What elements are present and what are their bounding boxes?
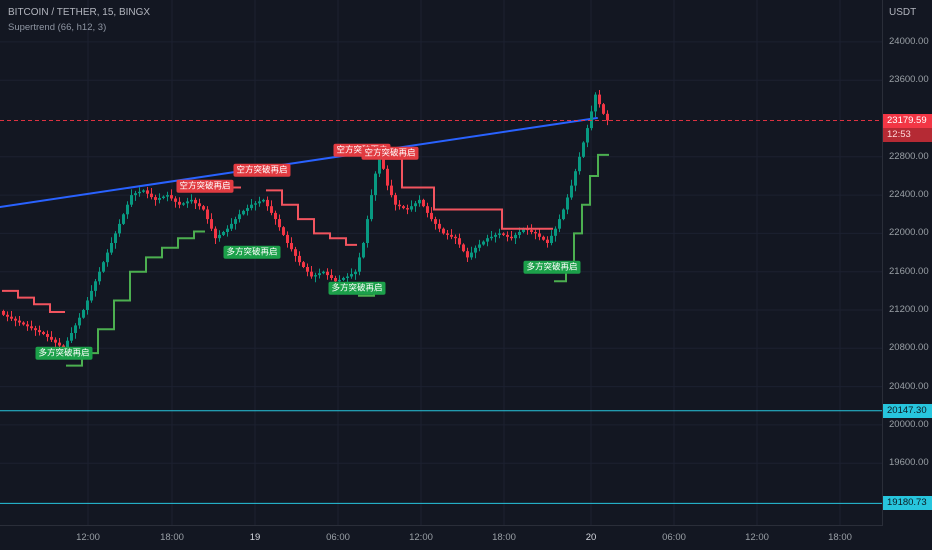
time-axis-label: 18:00 xyxy=(828,532,852,543)
symbol-title[interactable]: BITCOIN / TETHER, 15, BINGX xyxy=(8,7,151,18)
time-axis-label: 18:00 xyxy=(492,532,516,543)
grid-layer xyxy=(0,0,882,525)
last-price-badge: 23179.59 xyxy=(883,113,932,128)
time-axis-label: 06:00 xyxy=(662,532,686,543)
level-price-badge: 19180.73 xyxy=(883,496,932,511)
symbol-legend: BITCOIN / TETHER, 15, BINGX Supertrend (… xyxy=(8,7,150,33)
price-axis[interactable]: USDT 24000.00 23600.00 22800.00 22400.00 220… xyxy=(883,0,932,525)
time-axis-label: 19 xyxy=(249,532,261,543)
time-axis-label: 12:00 xyxy=(409,532,433,543)
time-axis-label: 12:00 xyxy=(745,532,769,543)
time-axis-label: 18:00 xyxy=(160,532,184,543)
price-axis-label: 22400.00 xyxy=(889,189,929,201)
level-lines-layer[interactable] xyxy=(0,410,882,504)
supertrend-layer xyxy=(2,153,609,367)
price-axis-label: 19600.00 xyxy=(889,457,929,469)
time-axis-label: 06:00 xyxy=(326,532,350,543)
price-axis-label: 20400.00 xyxy=(889,380,929,392)
time-axis-label: 20 xyxy=(585,532,597,543)
level-price-badge: 20147.30 xyxy=(883,403,932,418)
chart-plot-area[interactable]: 多方突破再启 空方突破再启 多方突破再启 空方突破再启 多方突破再启 空方突破再启 空方突破… xyxy=(0,0,883,526)
price-axis-label: 21600.00 xyxy=(889,265,929,277)
price-axis-label: 20000.00 xyxy=(889,418,929,430)
trendline[interactable] xyxy=(0,117,598,208)
price-axis-label: 24000.00 xyxy=(889,35,929,47)
price-axis-label: 20800.00 xyxy=(889,342,929,354)
price-axis-label: 23600.00 xyxy=(889,74,929,86)
chart-canvas[interactable] xyxy=(0,0,882,525)
price-axis-label: 22000.00 xyxy=(889,227,929,239)
price-axis-label: 21200.00 xyxy=(889,304,929,315)
indicator-title[interactable]: Supertrend (66, h12, 3) xyxy=(8,22,107,33)
bar-countdown-badge: 12:53 xyxy=(883,127,932,142)
time-axis[interactable]: 12:00 18:00 19 06:00 12:00 18:00 20 06:00 12:00 1… xyxy=(0,526,932,550)
price-axis-label: 22800.00 xyxy=(889,150,929,162)
axis-currency-label: USDT xyxy=(889,7,917,18)
time-axis-label: 12:00 xyxy=(76,532,100,543)
